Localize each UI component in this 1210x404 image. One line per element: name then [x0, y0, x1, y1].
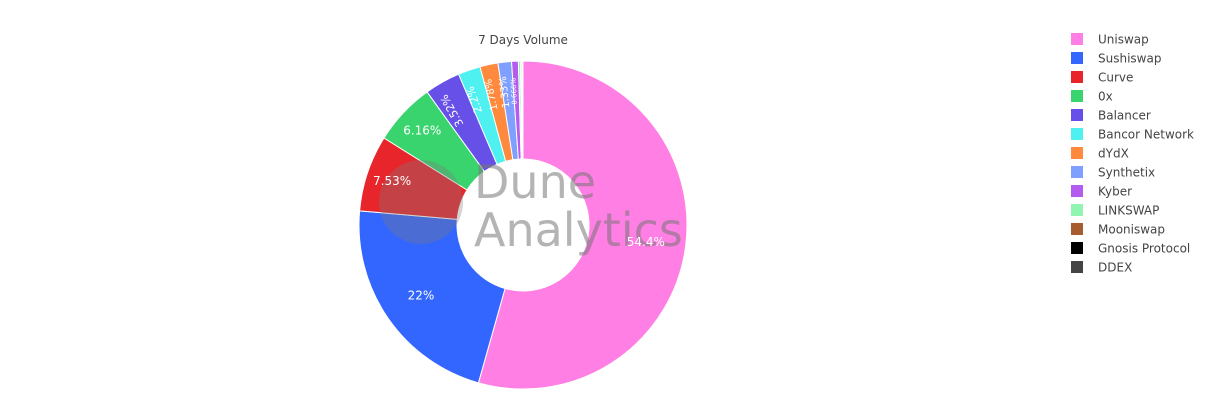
legend-item-uniswap[interactable]: Uniswap [1071, 33, 1149, 47]
legend-item-gnosis-protocol[interactable]: Gnosis Protocol [1071, 242, 1190, 256]
legend-label: Gnosis Protocol [1098, 242, 1190, 256]
legend-label: dYdX [1098, 147, 1129, 161]
legend-item-balancer[interactable]: Balancer [1071, 109, 1151, 123]
legend-label: Sushiswap [1098, 52, 1161, 66]
pie-slices [358, 60, 688, 390]
legend-label: Synthetix [1098, 166, 1155, 180]
legend-item-ddex[interactable]: DDEX [1071, 261, 1132, 275]
legend-label: Bancor Network [1098, 128, 1194, 142]
legend-swatch [1071, 71, 1083, 83]
legend-label: DDEX [1098, 261, 1132, 275]
slice-label-0x: 6.16% [403, 124, 441, 138]
legend[interactable]: Uniswap Sushiswap Curve 0x Balancer Bancor Ne… [1071, 33, 1194, 275]
legend-item-mooniswap[interactable]: Mooniswap [1071, 223, 1165, 237]
slice-label-synthetix: 1.33% [498, 76, 512, 109]
slice-label-sushiswap: 22% [408, 288, 435, 302]
slice-sushiswap[interactable] [358, 210, 506, 384]
legend-swatch [1071, 147, 1083, 159]
legend-label: Kyber [1098, 185, 1132, 199]
legend-swatch [1071, 185, 1083, 197]
slice-uniswap[interactable] [477, 60, 688, 390]
watermark-line-2: Analytics [474, 203, 683, 257]
legend-swatch [1071, 261, 1083, 273]
legend-item-curve[interactable]: Curve [1071, 71, 1133, 85]
legend-swatch [1071, 109, 1083, 121]
legend-swatch [1071, 128, 1083, 140]
slice-label-curve: 7.53% [373, 174, 411, 188]
legend-item-kyber[interactable]: Kyber [1071, 185, 1132, 199]
slice-label-uniswap: 54.4% [627, 235, 665, 249]
legend-label: Mooniswap [1098, 223, 1165, 237]
watermark-line-1: Dune [474, 155, 596, 209]
watermark-logo-circle [379, 160, 463, 244]
legend-label: Curve [1098, 71, 1133, 85]
legend-label: Balancer [1098, 109, 1151, 123]
legend-item-0x[interactable]: 0x [1071, 90, 1113, 104]
legend-swatch [1071, 204, 1083, 216]
legend-label: Uniswap [1098, 33, 1149, 47]
slice-ddex[interactable] [521, 60, 524, 160]
legend-item-bancor-network[interactable]: Bancor Network [1071, 128, 1194, 142]
legend-swatch [1071, 166, 1083, 178]
legend-label: LINKSWAP [1098, 204, 1159, 218]
legend-swatch [1071, 242, 1083, 254]
slice-label-kyber: 0.666% [510, 77, 519, 104]
legend-item-linkswap[interactable]: LINKSWAP [1071, 204, 1159, 218]
legend-swatch [1071, 90, 1083, 102]
dune-analytics-watermark: Dune Analytics [379, 155, 683, 257]
legend-swatch [1071, 223, 1083, 235]
legend-item-dydx[interactable]: dYdX [1071, 147, 1129, 161]
legend-label: 0x [1098, 90, 1113, 104]
chart-title: 7 Days Volume [478, 33, 568, 47]
legend-swatch [1071, 33, 1083, 45]
legend-item-synthetix[interactable]: Synthetix [1071, 166, 1155, 180]
legend-swatch [1071, 52, 1083, 64]
legend-item-sushiswap[interactable]: Sushiswap [1071, 52, 1161, 66]
